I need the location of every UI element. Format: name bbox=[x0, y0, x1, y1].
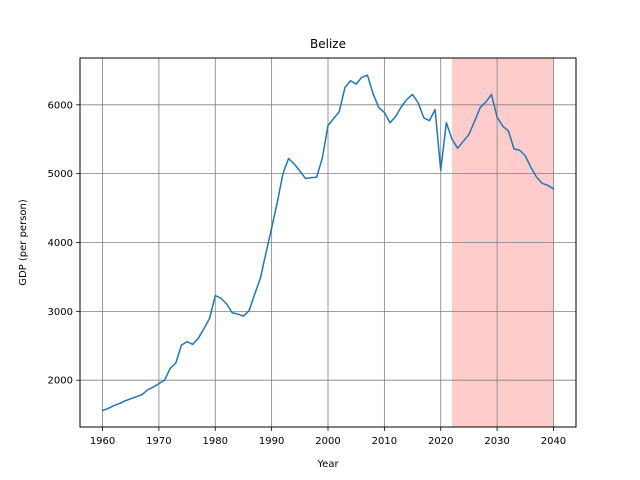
x-tick-label: 2000 bbox=[315, 436, 340, 447]
x-tick-label: 1970 bbox=[146, 436, 171, 447]
y-tick-label: 4000 bbox=[48, 238, 73, 249]
x-tick-label: 2040 bbox=[541, 436, 566, 447]
x-tick-label: 2010 bbox=[372, 436, 397, 447]
x-tick-label: 2030 bbox=[484, 436, 509, 447]
y-axis-label: GDP (per person) bbox=[18, 199, 29, 286]
series-line bbox=[101, 74, 555, 412]
y-tick-label: 6000 bbox=[48, 100, 73, 111]
x-axis-label: Year bbox=[316, 459, 339, 470]
y-tick-label: 2000 bbox=[48, 376, 73, 387]
y-tick-label: 5000 bbox=[48, 169, 73, 180]
x-tick-label: 1960 bbox=[90, 436, 115, 447]
x-tick-label: 1990 bbox=[259, 436, 284, 447]
x-tick-label: 2020 bbox=[428, 436, 453, 447]
x-tick-label: 1980 bbox=[203, 436, 228, 447]
chart-title: Belize bbox=[310, 37, 346, 51]
y-tick-label: 3000 bbox=[48, 307, 73, 318]
